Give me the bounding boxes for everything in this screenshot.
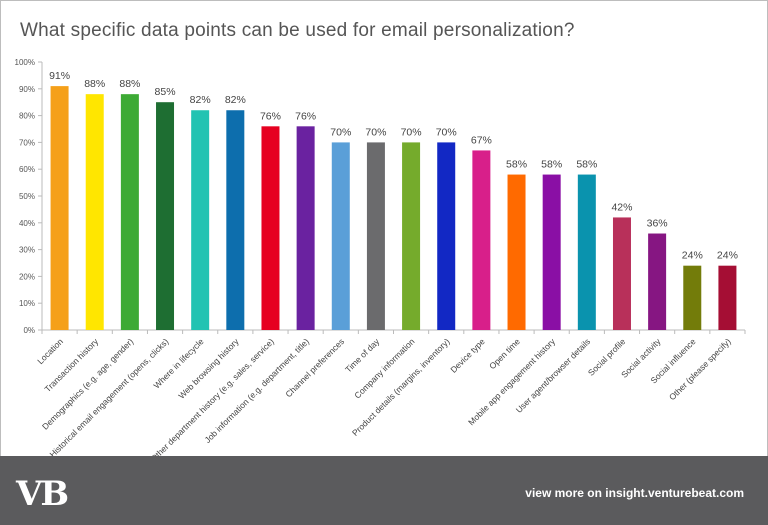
bar [542,174,561,330]
data-label: 82% [225,94,246,106]
bar [50,86,69,331]
x-tick-label: Device type [448,336,487,375]
x-tick-label: User agent/browser details [514,336,593,415]
bar [612,217,631,330]
x-tick-label: Open time [487,336,522,371]
data-label: 36% [647,218,668,230]
y-tick-label: 70% [19,138,35,147]
bar [507,174,526,330]
bar [648,233,667,330]
data-label: 58% [506,159,527,171]
data-label: 70% [365,126,386,138]
bar [261,126,280,330]
bar [120,94,139,330]
bar-chart: 0% 10% 20% 30% 40% 50% 60% 70% 80% 90% 100% 91% Loca… [15,58,746,456]
data-label: 88% [119,78,140,90]
y-tick-label: 80% [19,112,35,121]
x-tick-label: Company information [352,336,416,400]
bar [331,142,350,330]
bar [85,94,104,330]
bar [437,142,456,330]
footer: VB view more on insight.venturebeat.com [0,456,768,525]
bar [472,150,491,330]
venturebeat-logo: VB [16,474,69,514]
data-label: 88% [84,78,105,90]
data-label: 76% [260,110,281,122]
bar [296,126,315,330]
data-label: 82% [190,94,211,106]
data-label: 67% [471,134,492,146]
data-label: 76% [295,110,316,122]
x-tick-label: Web browsing history [176,336,241,401]
y-tick-label: 60% [19,165,35,174]
y-tick-label: 40% [19,219,35,228]
data-label: 58% [541,159,562,171]
data-label: 42% [611,201,632,213]
bar [402,142,421,330]
bar [156,102,175,330]
x-tick-label: Channel preferences [283,336,346,399]
y-tick-label: 90% [19,85,35,94]
view-more-link[interactable]: view more on insight.venturebeat.com [525,486,744,500]
data-label: 24% [717,250,738,262]
chart-title: What specific data points can be used fo… [20,20,575,41]
y-tick-label: 20% [19,272,35,281]
x-tick-label: Location [35,336,65,366]
y-tick-label: 50% [19,192,35,201]
bar [191,110,210,331]
bar [718,265,737,330]
bar [226,110,245,331]
y-tick-label: 30% [19,246,35,255]
data-label: 58% [576,159,597,171]
bar [366,142,385,330]
y-tick-label: 0% [23,326,35,335]
data-label: 24% [682,250,703,262]
data-label: 70% [401,126,422,138]
bar [683,265,702,330]
y-tick-label: 10% [19,299,35,308]
y-tick-label: 100% [15,58,35,67]
data-label: 91% [49,70,70,82]
data-label: 85% [155,86,176,98]
data-label: 70% [436,126,457,138]
bar [577,174,596,330]
data-label: 70% [330,126,351,138]
x-tick-label: Other (please specify) [667,336,733,402]
